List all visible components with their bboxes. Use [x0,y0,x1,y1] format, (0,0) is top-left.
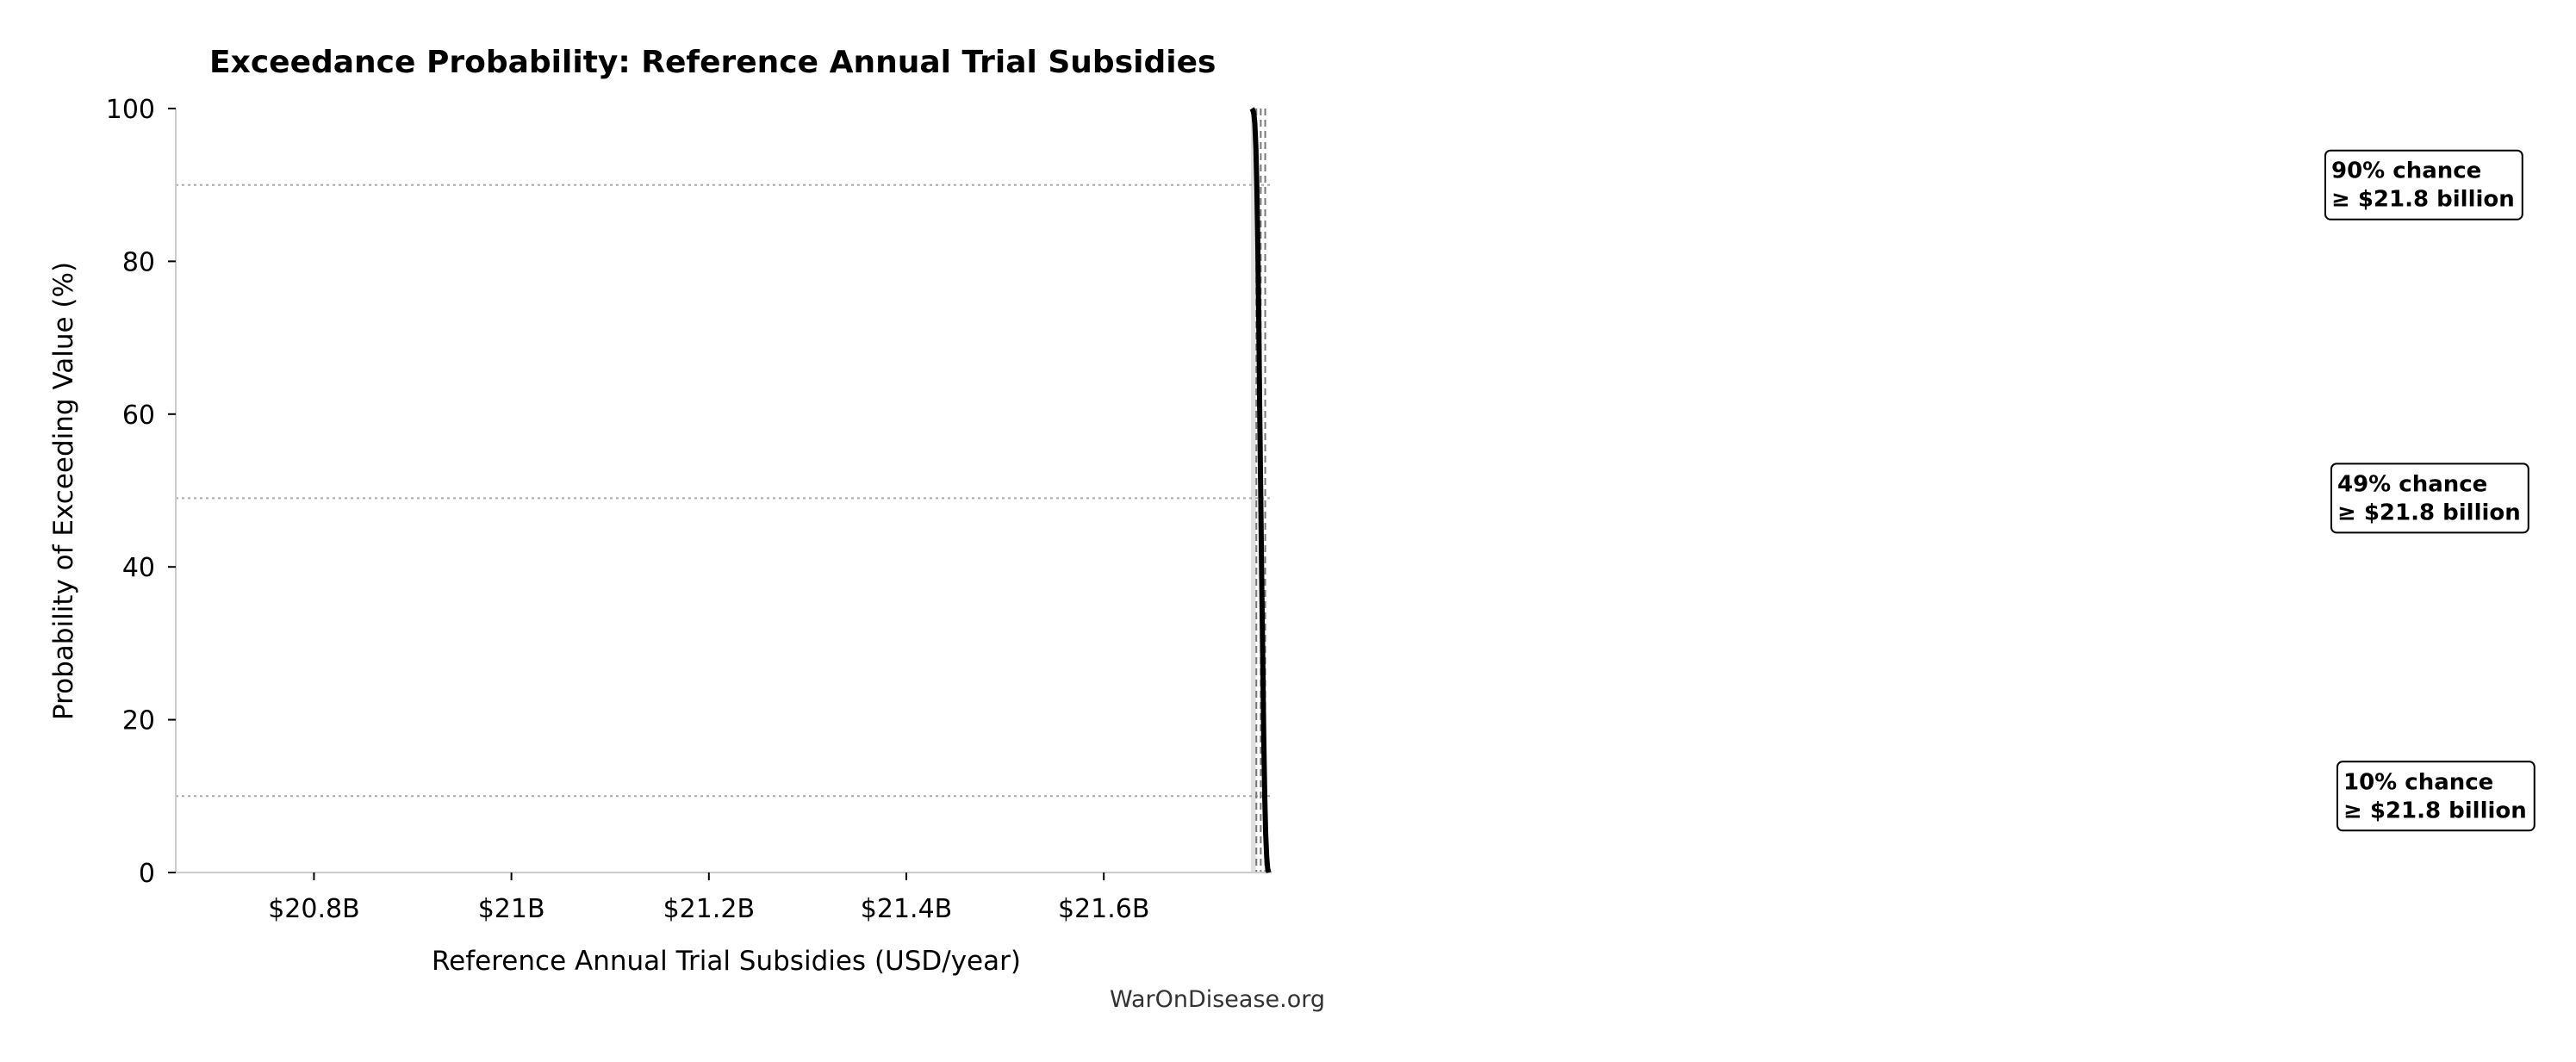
annotation-line2-0: ≥ $21.8 billion [2331,187,2515,213]
annotation-box-1 [2330,463,2529,534]
x-tick-label-3: $21.4B [861,894,952,924]
annotation-line1-2: 10% chance [2343,769,2493,795]
annotation-1: 49% chance ≥ $21.8 billion [2330,463,2529,534]
annotation-line2-1: ≥ $21.8 billion [2337,500,2521,525]
y-axis-label: Probability of Exceeding Value (%) [48,262,79,720]
x-tick-label-4: $21.6B [1058,894,1149,924]
y-tick-label-1: 20 [122,706,155,736]
annotation-line1-1: 49% chance [2337,471,2487,497]
y-tick-label-3: 60 [122,401,155,431]
y-tick-label-2: 40 [122,553,155,583]
x-tick-label-1: $21B [478,894,545,924]
exceedance-curve [1249,107,1272,873]
annotation-box-0 [2324,149,2523,220]
chart-title: Exceedance Probability: Reference Annual… [209,45,1216,80]
annotation-line2-2: ≥ $21.8 billion [2343,798,2527,823]
annotation-line1-0: 90% chance [2331,158,2481,184]
y-tick-label-5: 100 [106,95,155,125]
annotation-box-2 [2336,761,2536,832]
watermark: WarOnDisease.org [1110,986,1325,1013]
x-tick-label-0: $20.8B [268,894,359,924]
shaded-band [1250,109,1256,873]
x-tick-label-2: $21.2B [663,894,755,924]
y-tick-label-0: 0 [139,859,155,889]
y-tick-label-4: 80 [122,247,155,277]
plot-area: $20.8B $21B $21.2B $21.4B $21.6B 0 20 40 60 80 100 [106,95,1272,924]
annotation-2: 10% chance ≥ $21.8 billion [2336,761,2536,832]
x-axis-label: Reference Annual Trial Subsidies (USD/ye… [432,946,1021,977]
annotation-0: 90% chance ≥ $21.8 billion [2324,149,2523,220]
